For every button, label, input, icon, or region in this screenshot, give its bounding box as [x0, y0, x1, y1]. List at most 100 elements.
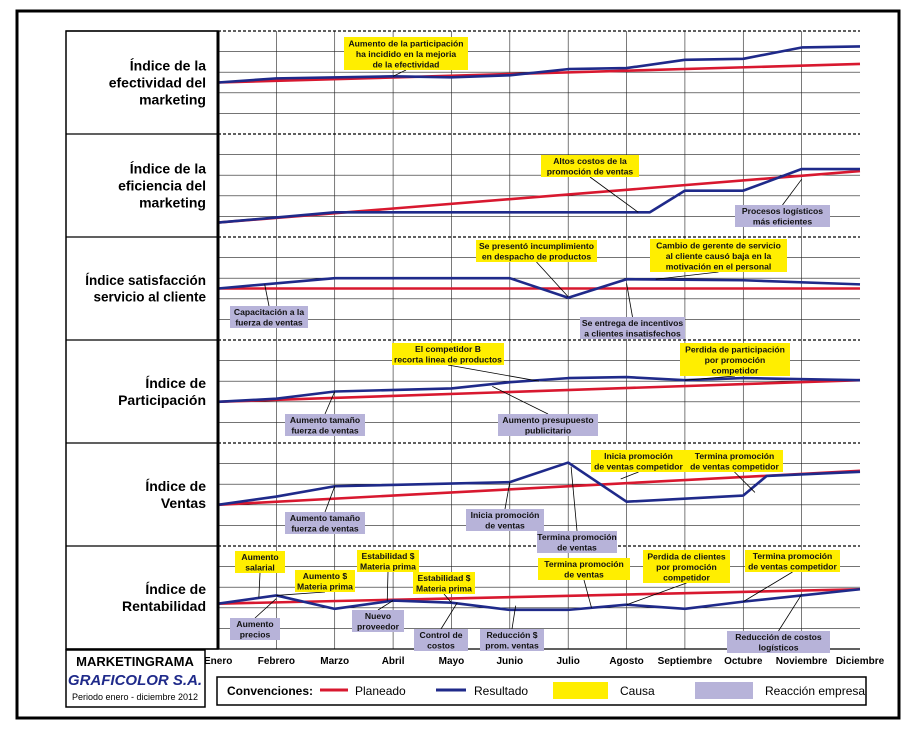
month-label: Julio: [557, 656, 580, 667]
note-reaction: Se entrega de incentivos a clientes insat…: [580, 283, 685, 339]
reaction-text: Se entrega de incentivos a clientes insat…: [582, 318, 683, 339]
month-label: Febrero: [258, 656, 295, 667]
note-text-line: Estabilidad $: [361, 551, 414, 561]
note-text-line: Capacitación a la: [234, 307, 304, 317]
note-leader: [276, 591, 326, 596]
note-reaction: Inicia promoción de ventas: [466, 482, 544, 531]
note-text-line: Aumento presupuesto: [502, 415, 593, 425]
note-text-line: de ventas competidor: [748, 562, 837, 572]
note-cause: Termina promoción de ventas competidor: [686, 450, 783, 493]
note-leader: [583, 579, 592, 608]
panel-label-line: efectividad del: [109, 74, 206, 90]
note-reaction: Aumento precios: [230, 598, 280, 640]
note-text-line: prom. ventas: [485, 641, 539, 651]
title-block: MARKETINGRAMA GRAFICOLOR S.A. Periodo en…: [65, 649, 206, 708]
planned-line: [217, 378, 861, 404]
note-text-line: promoción de ventas: [547, 167, 634, 177]
note-text-line: Aumento: [236, 619, 273, 629]
month-label: Enero: [204, 656, 232, 667]
reaction-text: Aumento presupuesto publicitario: [502, 415, 593, 436]
note-leader: [655, 271, 719, 280]
note-text-line: Perdida de participación: [685, 344, 785, 354]
note-leader: [589, 176, 639, 213]
month-label: Junio: [496, 656, 523, 667]
cause-text: Cambio de gerente de servicio al cliente …: [656, 240, 781, 271]
note-text-line: Materia prima: [360, 562, 416, 572]
cause-text: Estabilidad $ Materia prima: [416, 573, 472, 594]
note-text-line: Termina promoción: [544, 559, 624, 569]
note-text-line: Se presentó incumplimiento: [479, 241, 594, 251]
actual-line: [217, 461, 861, 507]
reaction-box: [285, 414, 365, 436]
note-cause: Aumento de la participación ha incidido e…: [344, 37, 468, 77]
note-text-line: ha incidido en la mejoria: [356, 49, 457, 59]
cause-box: [538, 558, 630, 580]
legend-planned-label: Planeado: [355, 684, 406, 698]
note-cause: Termina promoción de ventas: [538, 558, 630, 608]
panel-2: Índice de la eficiencia del marketing: [66, 133, 861, 237]
note-leader: [684, 375, 736, 381]
note-leader: [440, 602, 458, 630]
reaction-text: Reducción $ prom. ventas: [485, 630, 539, 651]
note-leader: [626, 283, 633, 318]
cause-box: [392, 343, 504, 365]
note-text-line: Altos costos de la: [553, 156, 627, 166]
note-text-line: de ventas: [557, 543, 597, 553]
note-leader: [324, 486, 336, 513]
note-leader: [377, 600, 394, 611]
legend-cause-swatch: [553, 682, 608, 699]
note-text-line: publicitario: [525, 426, 571, 436]
reaction-box: [727, 631, 830, 653]
legend-title: Convenciones:: [227, 684, 313, 698]
panel-label-line: Ventas: [161, 495, 206, 511]
note-text-line: Termina promoción: [537, 532, 617, 542]
panel-label: Índice de Rentabilidad: [122, 581, 206, 614]
panel-label-line: Índice de: [145, 581, 206, 597]
note-text-line: logísticos: [758, 643, 798, 653]
notes-layer: Aumento de la participación ha incidido e…: [230, 37, 840, 653]
note-leader: [264, 284, 270, 307]
cause-text: Inicia promoción de ventas competidor: [594, 451, 683, 472]
note-reaction: Reducción de costos logísticos: [727, 594, 830, 653]
note-leader: [626, 582, 687, 606]
cause-box: [650, 239, 787, 272]
note-text-line: de ventas competidor: [594, 462, 683, 472]
note-text-line: Inicia promoción: [604, 451, 673, 461]
note-cause: Aumento salarial: [235, 551, 285, 598]
note-text-line: El competidor B: [415, 344, 481, 354]
cause-text: Termina promoción de ventas competidor: [690, 451, 779, 472]
note-text-line: Perdida de clientes: [647, 551, 726, 561]
note-text-line: Nuevo: [365, 611, 391, 621]
note-reaction: Control de costos: [414, 602, 468, 651]
panel-1: Índice de la efectividad del marketing: [66, 30, 861, 134]
legend-actual-label: Resultado: [474, 684, 528, 698]
note-text-line: Inicia promoción: [471, 510, 540, 520]
note-leader: [778, 594, 802, 632]
note-reaction: Aumento tamaño fuerza de ventas: [285, 391, 365, 436]
note-reaction: Nuevo proveedor: [352, 600, 404, 632]
panel-label: Índice de la efectividad del marketing: [109, 57, 206, 107]
note-leader: [504, 482, 511, 510]
note-cause: Aumento $ Materia prima: [276, 570, 355, 596]
panel-label-line: Participación: [118, 392, 206, 408]
note-leader: [443, 593, 452, 603]
note-text-line: costos: [427, 641, 455, 651]
note-text-line: más eficientes: [753, 217, 812, 227]
note-leader: [324, 391, 336, 415]
note-text-line: fuerza de ventas: [235, 318, 303, 328]
note-text-line: Reducción de costos: [735, 632, 822, 642]
panel-label-line: Índice satisfacción: [85, 273, 206, 288]
cause-box: [357, 550, 419, 572]
reaction-text: Aumento tamaño fuerza de ventas: [290, 513, 360, 534]
note-text-line: motivación en el personal: [666, 261, 772, 271]
note-leader: [258, 572, 261, 598]
reaction-box: [466, 509, 544, 531]
note-text-line: Procesos logísticos: [742, 206, 823, 216]
month-axis: Enero Febrero Marzo Abril Mayo Junio Julio Agos…: [204, 656, 885, 667]
panel-label-line: Rentabilidad: [122, 598, 206, 614]
title-text: MARKETINGRAMA: [76, 654, 194, 669]
note-text-line: competidor: [712, 365, 759, 375]
note-reaction: Aumento presupuesto publicitario: [492, 385, 598, 436]
